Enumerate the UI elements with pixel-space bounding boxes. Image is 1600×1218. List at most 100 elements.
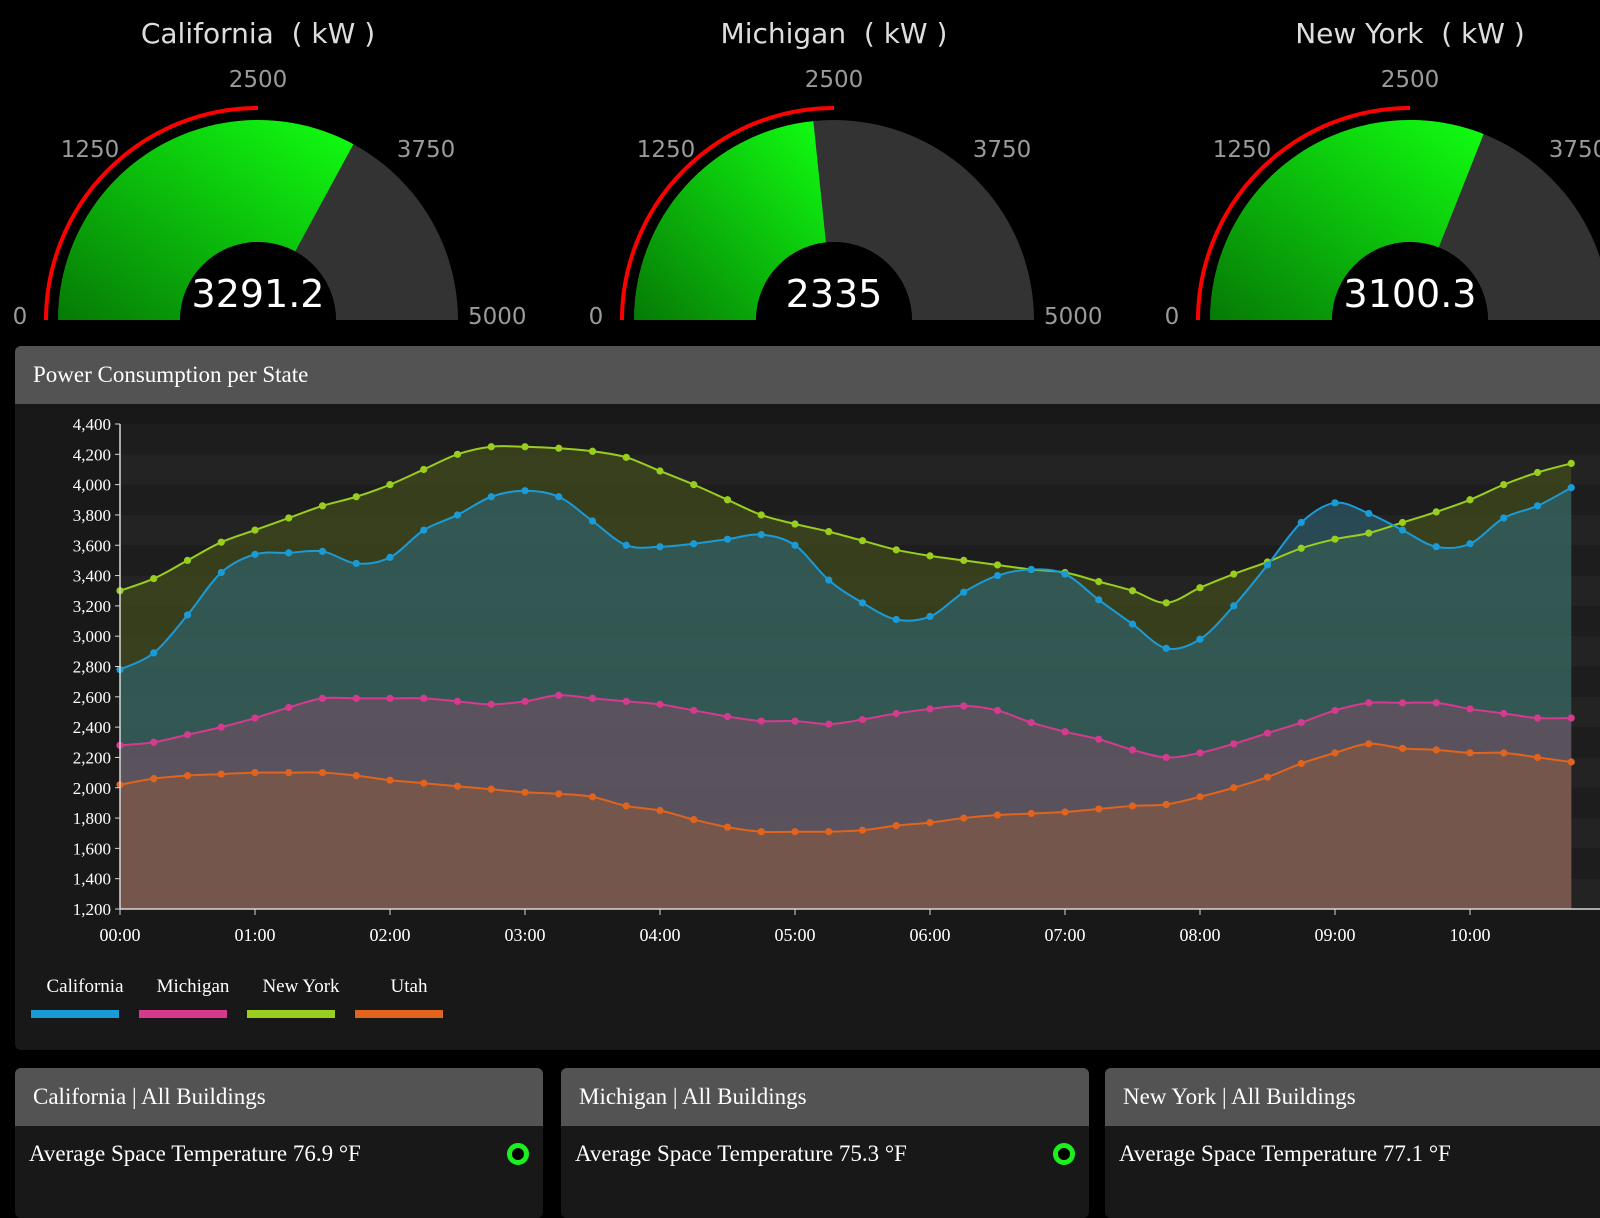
data-point[interactable] [217,770,225,778]
data-point[interactable] [1196,793,1204,801]
data-point[interactable] [1533,502,1542,510]
data-point[interactable] [1230,570,1238,578]
data-point[interactable] [588,793,597,801]
data-point[interactable] [251,550,259,558]
data-point[interactable] [386,481,394,489]
data-point[interactable] [723,712,732,721]
data-point[interactable] [1398,518,1407,527]
data-point[interactable] [723,535,732,543]
data-point[interactable] [656,467,664,475]
data-point[interactable] [1297,544,1305,552]
data-point[interactable] [1432,746,1440,754]
data-point[interactable] [993,561,1002,569]
data-point[interactable] [960,702,968,710]
data-point[interactable] [352,493,360,501]
data-point[interactable] [555,790,563,798]
data-point[interactable] [1095,805,1103,813]
data-point[interactable] [318,502,327,510]
data-point[interactable] [521,487,529,495]
data-point[interactable] [1365,509,1373,518]
data-point[interactable] [555,444,563,452]
data-point[interactable] [1331,499,1339,507]
data-point[interactable] [1027,809,1035,818]
data-point[interactable] [1533,753,1542,762]
data-point[interactable] [622,697,630,705]
data-point[interactable] [1230,602,1238,610]
data-point[interactable] [1263,729,1272,737]
data-point[interactable] [420,465,428,474]
data-point[interactable] [1533,714,1542,722]
legend-item-california[interactable]: California [31,976,139,1018]
data-point[interactable] [1061,728,1069,736]
data-point[interactable] [690,706,698,715]
data-point[interactable] [1331,749,1339,757]
data-point[interactable] [1500,514,1508,522]
data-point[interactable] [285,549,293,557]
data-point[interactable] [757,717,765,725]
data-point[interactable] [690,481,698,489]
data-point[interactable] [183,731,192,739]
data-point[interactable] [217,538,225,546]
data-point[interactable] [1297,518,1305,527]
data-point[interactable] [757,511,765,519]
data-point[interactable] [723,823,732,831]
data-point[interactable] [217,568,225,577]
data-point[interactable] [1027,718,1035,727]
data-point[interactable] [150,738,158,746]
legend-item-utah[interactable]: Utah [355,976,463,1018]
data-point[interactable] [892,615,900,624]
data-point[interactable] [1331,535,1339,543]
data-point[interactable] [1230,784,1238,792]
data-point[interactable] [453,511,462,519]
data-point[interactable] [993,706,1002,715]
data-point[interactable] [825,828,833,836]
data-point[interactable] [386,553,394,561]
data-point[interactable] [622,541,630,549]
data-point[interactable] [1500,749,1508,757]
data-point[interactable] [150,649,158,657]
avg-temperature-row[interactable]: Average Space Temperature 77.1 °F [1105,1126,1600,1182]
data-point[interactable] [1061,570,1069,578]
data-point[interactable] [285,768,293,777]
avg-temperature-row[interactable]: Average Space Temperature 76.9 °F [15,1126,543,1182]
legend-item-new-york[interactable]: New York [247,976,355,1018]
data-point[interactable] [1196,749,1204,757]
data-point[interactable] [217,723,225,731]
data-point[interactable] [1567,459,1575,468]
data-point[interactable] [487,785,495,793]
data-point[interactable] [1398,526,1407,534]
data-point[interactable] [993,571,1002,580]
data-point[interactable] [1128,620,1137,628]
data-point[interactable] [420,779,428,787]
data-point[interactable] [1263,561,1272,569]
data-point[interactable] [858,715,867,724]
data-point[interactable] [318,547,327,555]
data-point[interactable] [1230,740,1238,748]
data-point[interactable] [1365,740,1373,748]
data-point[interactable] [926,819,934,827]
data-point[interactable] [352,772,360,780]
data-point[interactable] [453,782,462,790]
data-point[interactable] [588,517,597,525]
data-point[interactable] [487,443,495,451]
data-point[interactable] [1162,753,1170,762]
data-point[interactable] [1128,802,1137,810]
data-point[interactable] [1297,759,1305,768]
data-point[interactable] [791,717,799,725]
data-point[interactable] [1500,481,1508,489]
data-point[interactable] [285,703,293,712]
data-point[interactable] [892,709,900,718]
data-point[interactable] [150,574,158,583]
data-point[interactable] [1263,773,1272,781]
data-point[interactable] [1567,714,1575,722]
data-point[interactable] [1466,705,1474,713]
data-point[interactable] [150,775,158,783]
data-point[interactable] [1095,735,1103,743]
data-point[interactable] [352,559,360,568]
data-point[interactable] [960,588,968,596]
data-point[interactable] [858,599,867,607]
data-point[interactable] [1398,699,1407,707]
data-point[interactable] [656,806,664,815]
data-point[interactable] [251,526,259,534]
data-point[interactable] [1398,744,1407,752]
